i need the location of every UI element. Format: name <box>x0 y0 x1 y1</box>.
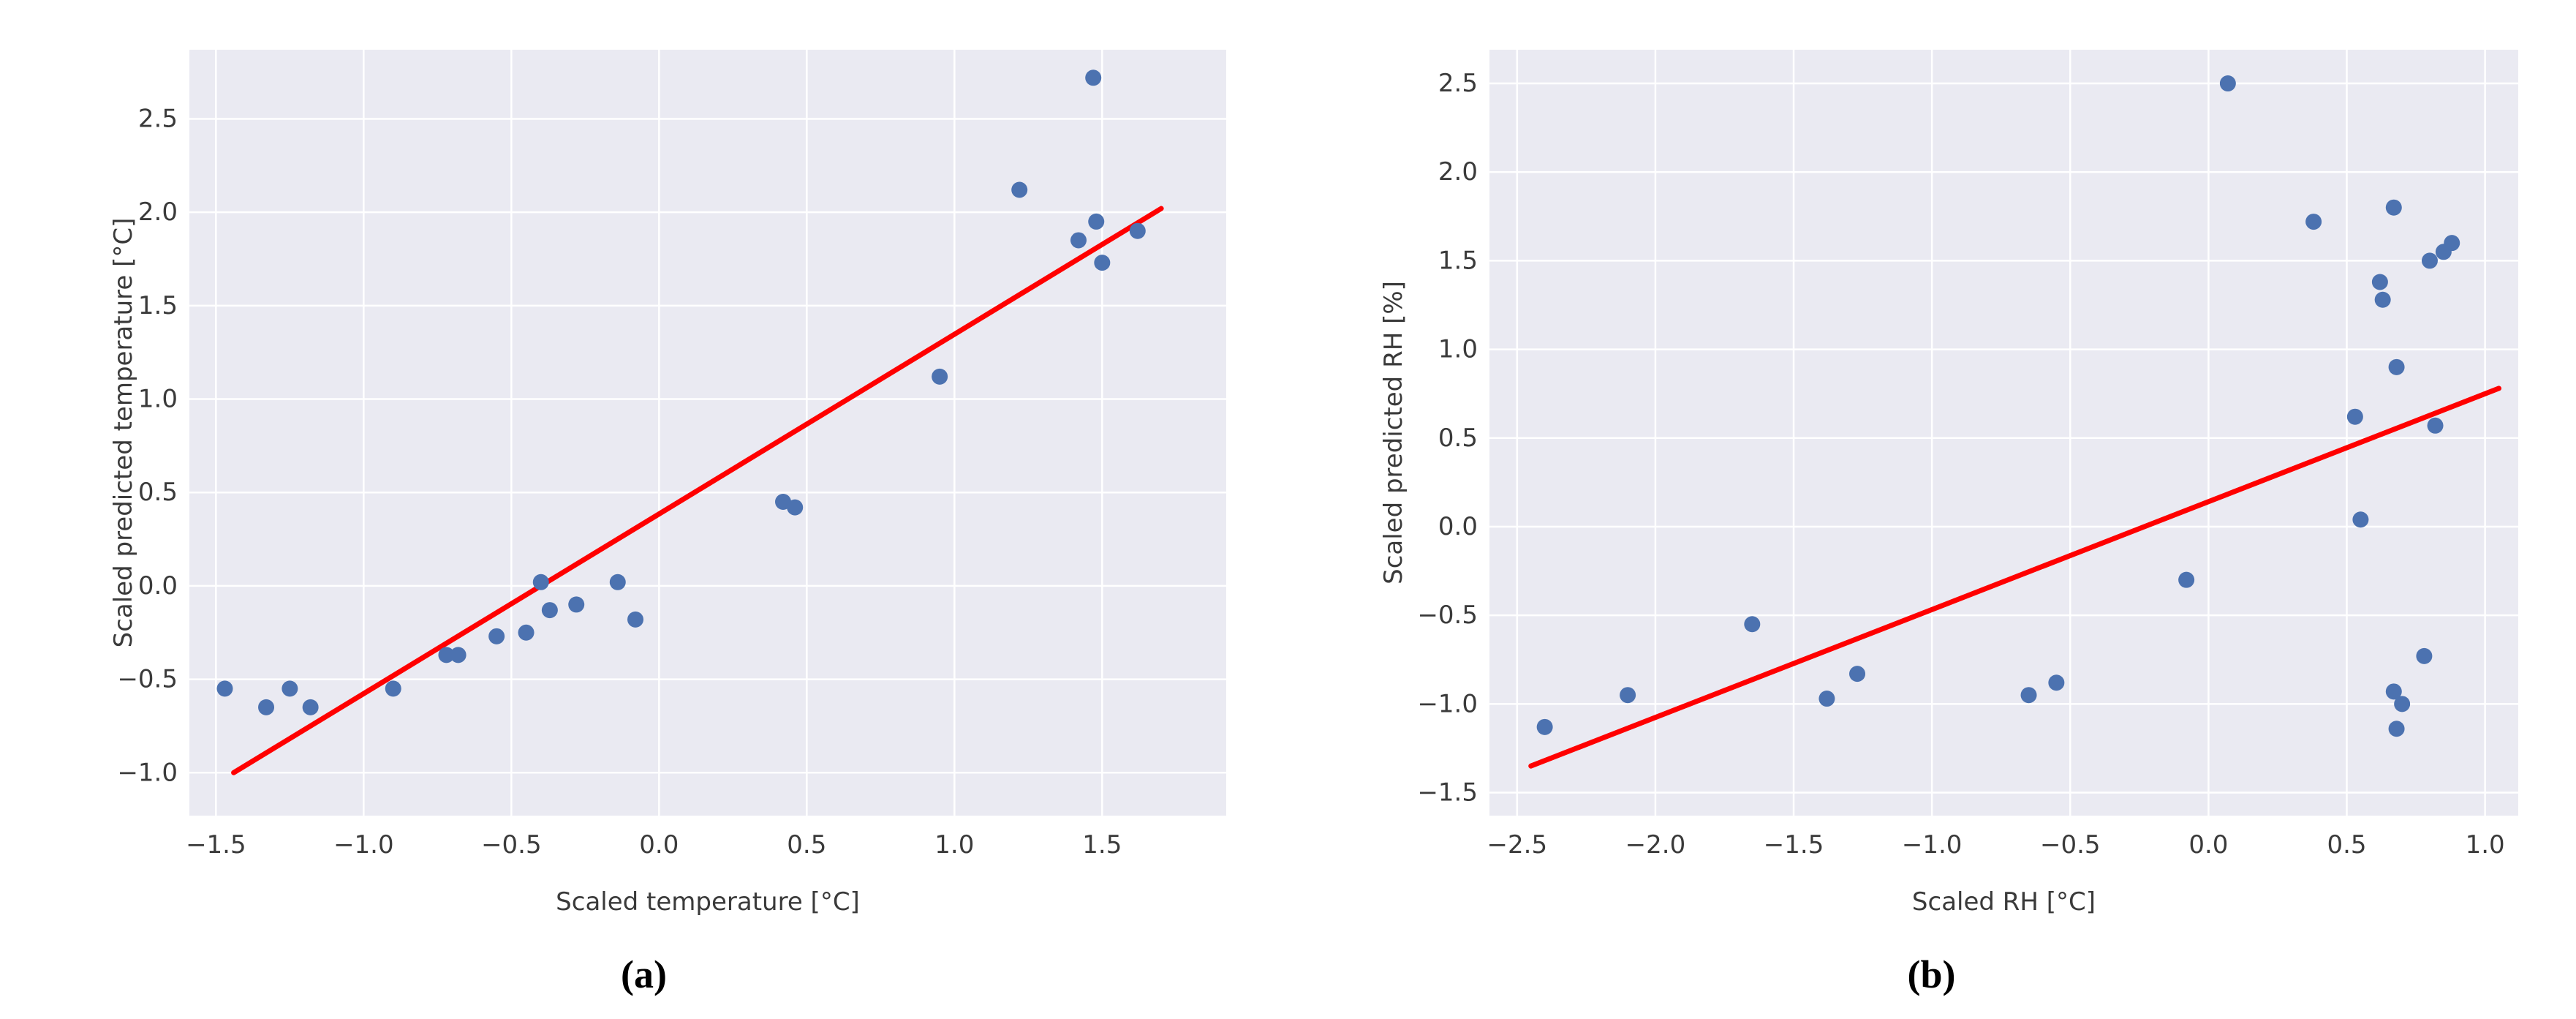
scatter-point <box>1094 255 1111 271</box>
scatter-point <box>1818 691 1835 707</box>
chart-b-caption: (b) <box>1907 952 1956 996</box>
scatter-point <box>216 680 233 697</box>
chart-a-caption: (a) <box>621 952 667 996</box>
y-axis-label: Scaled predicted RH [%] <box>1379 281 1408 584</box>
y-tick-label: −1.5 <box>1417 778 1478 807</box>
scatter-point <box>1536 718 1553 735</box>
scatter-point <box>932 368 948 385</box>
x-tick-label: −1.5 <box>1764 830 1824 860</box>
chart-b-figure: −2.5 −2.0 −1.5 −1.0 −0.5 0.0 0.5 1.0 −1.5 −1.0 −0.… <box>1288 0 2575 1019</box>
scatter-point <box>2048 674 2065 691</box>
x-tick-label: −1.0 <box>333 830 394 860</box>
x-tick-label: 0.0 <box>639 830 679 860</box>
regression-line <box>231 206 1164 775</box>
x-tick-label: 1.5 <box>1082 830 1122 860</box>
y-tick-label: 1.5 <box>1438 246 1478 275</box>
x-tick-label: −0.5 <box>481 830 542 860</box>
scatter-point <box>2346 408 2363 425</box>
y-tick-label: 0.0 <box>1438 512 1478 541</box>
scatter-point <box>2421 252 2438 269</box>
scatter-point <box>2219 75 2236 92</box>
scatter-point <box>1088 213 1105 230</box>
scatter-point <box>627 611 644 628</box>
x-tick-label: −1.5 <box>186 830 246 860</box>
scatter-point <box>450 647 467 663</box>
scatter-point <box>302 699 319 715</box>
x-tick-label: 0.5 <box>2327 830 2366 860</box>
x-tick-label: 1.0 <box>934 830 974 860</box>
chart-svg: −2.5 −2.0 −1.5 −1.0 −0.5 0.0 0.5 1.0 −1.5 −1.0 −0.… <box>1379 50 2518 917</box>
regression-line <box>1528 386 2502 769</box>
plot-area <box>1489 50 2518 816</box>
scatter-point <box>1849 666 1866 683</box>
scatter-point <box>2305 214 2322 230</box>
scatter-point <box>1620 687 1636 704</box>
scatter-point <box>541 602 558 619</box>
scatter-point <box>2388 358 2405 375</box>
y-tick-label: 2.0 <box>1438 157 1478 187</box>
scatter-point <box>568 596 585 613</box>
chart-a-figure: −1.5 −1.0 −0.5 0.0 0.5 1.0 1.5 −1.0 −0.5 0.0 0.5 1.… <box>0 0 1288 996</box>
scatter-point <box>2444 235 2460 252</box>
y-axis-label: Scaled predicted temperature [°C] <box>109 218 138 648</box>
scatter-point <box>609 574 626 590</box>
chart-a: −1.5 −1.0 −0.5 0.0 0.5 1.0 1.5 −1.0 −0.5 0.0 0.5 1.… <box>0 0 1288 929</box>
x-tick-label: 0.5 <box>787 830 826 860</box>
y-tick-label: −1.0 <box>1417 689 1478 718</box>
scatter-point <box>438 647 455 663</box>
y-tick-label: 2.5 <box>138 104 178 133</box>
scatter-point <box>2352 511 2369 528</box>
scatter-point <box>1744 616 1761 633</box>
scatter-point <box>2394 696 2411 712</box>
scatter-point <box>787 499 804 516</box>
y-tick-label: 1.0 <box>138 385 178 414</box>
scatter-point <box>532 574 549 590</box>
scatter-point <box>2385 199 2402 216</box>
scatter-point <box>1129 222 1146 239</box>
y-tick-label: 0.0 <box>138 571 178 601</box>
scatter-point <box>2385 683 2402 700</box>
y-tick-label: −0.5 <box>1417 601 1478 630</box>
x-tick-label: 0.0 <box>2188 830 2228 860</box>
y-tick-label: −0.5 <box>117 665 178 694</box>
scatter-point <box>2427 417 2444 434</box>
chart-svg: −1.5 −1.0 −0.5 0.0 0.5 1.0 1.5 −1.0 −0.5 0.0 0.5 1.… <box>109 50 1226 917</box>
scatter-point <box>488 628 505 644</box>
scatter-point <box>385 680 401 697</box>
scatter-point <box>1070 232 1087 249</box>
scatter-point <box>1011 181 1028 198</box>
scatter-point <box>1085 69 1102 86</box>
scatter-point <box>282 680 298 697</box>
y-tick-label: 1.0 <box>1438 335 1478 364</box>
scatter-point <box>2020 687 2037 704</box>
y-tick-label: 0.5 <box>1438 424 1478 453</box>
x-tick-label: 1.0 <box>2466 830 2505 860</box>
scatter-point <box>2371 274 2388 290</box>
plot-area <box>189 50 1226 816</box>
scatter-point <box>2178 571 2195 588</box>
y-tick-label: −1.0 <box>117 758 178 787</box>
y-tick-label: 1.5 <box>138 291 178 320</box>
scatter-point <box>2416 647 2433 664</box>
x-tick-label: −2.0 <box>1625 830 1686 860</box>
x-axis-label: Scaled temperature [°C] <box>556 887 860 917</box>
x-tick-label: −0.5 <box>2040 830 2101 860</box>
chart-b: −2.5 −2.0 −1.5 −1.0 −0.5 0.0 0.5 1.0 −1.5 −1.0 −0.… <box>1288 0 2575 929</box>
scatter-point <box>2374 291 2391 308</box>
y-tick-label: 2.5 <box>1438 69 1478 98</box>
scatter-point <box>2388 721 2405 737</box>
y-tick-label: 0.5 <box>138 478 178 507</box>
x-tick-label: −2.5 <box>1487 830 1548 860</box>
scatter-point <box>518 624 535 641</box>
scatter-point <box>258 699 275 715</box>
x-tick-label: −1.0 <box>1902 830 1963 860</box>
y-tick-label: 2.0 <box>138 198 178 227</box>
x-axis-label: Scaled RH [°C] <box>1912 887 2096 917</box>
